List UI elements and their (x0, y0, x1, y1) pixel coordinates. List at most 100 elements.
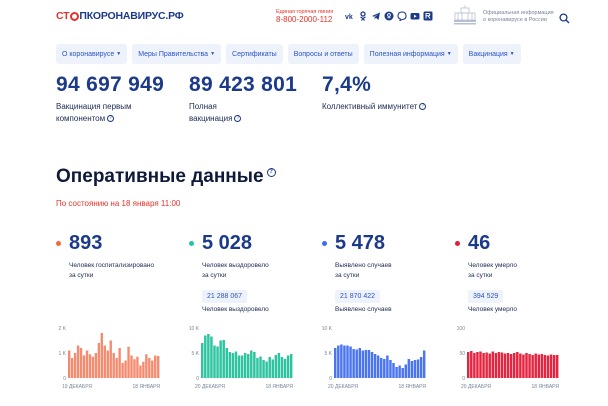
chart-bar[interactable] (364, 350, 368, 378)
chart-bar[interactable] (118, 348, 121, 378)
chart-bar[interactable] (340, 344, 343, 379)
chart-bar[interactable] (253, 352, 256, 378)
chart-bar[interactable] (380, 358, 383, 378)
chart-bar[interactable] (145, 354, 148, 378)
chart-bar[interactable] (473, 353, 476, 378)
chart-bar[interactable] (407, 359, 411, 378)
chart-bar[interactable] (121, 363, 124, 378)
chart-bar[interactable] (106, 350, 109, 379)
chart-bar[interactable] (91, 356, 95, 378)
chart-bar[interactable] (509, 354, 513, 378)
chart-bar[interactable] (503, 353, 507, 379)
chart-bar[interactable] (343, 345, 346, 379)
chart-bar[interactable] (500, 352, 504, 379)
chart-bar[interactable] (389, 360, 392, 378)
chart-bar[interactable] (216, 346, 219, 379)
chart-bar[interactable] (422, 350, 426, 379)
help-icon[interactable]: ? (419, 103, 427, 111)
chart-bar[interactable] (271, 359, 274, 379)
chart-bar[interactable] (280, 357, 284, 378)
chart-bar[interactable] (334, 348, 337, 378)
nav-item-3[interactable]: Вопросы и ответы (287, 44, 359, 64)
chart-bar[interactable] (207, 334, 210, 378)
chart-bar[interactable] (549, 354, 553, 379)
chart-bar[interactable] (256, 358, 259, 378)
chart-bar[interactable] (127, 346, 130, 378)
chart-bar[interactable] (76, 345, 80, 379)
chart-bar[interactable] (401, 368, 404, 378)
chart-bar[interactable] (82, 355, 86, 379)
chart-bar[interactable] (225, 348, 228, 378)
chart-bar[interactable] (124, 360, 127, 379)
chart-bar[interactable] (142, 361, 145, 378)
ok2-icon[interactable] (384, 11, 394, 21)
chart-bar[interactable] (555, 355, 559, 378)
chart-bar[interactable] (355, 349, 358, 379)
chart-bar[interactable] (268, 357, 271, 378)
site-logo[interactable]: СТ ПКОРОНАВИРУС.РФ (56, 10, 184, 22)
chart-bar[interactable] (130, 355, 133, 379)
nav-item-2[interactable]: Сертификаты (226, 44, 283, 64)
chart-bar[interactable] (361, 350, 365, 379)
chart-bar[interactable] (68, 350, 71, 379)
chart-bar[interactable] (154, 355, 157, 379)
chart-bar[interactable] (247, 354, 250, 378)
chart-bar[interactable] (219, 340, 222, 379)
chart-bar[interactable] (265, 361, 268, 379)
help-icon[interactable]: ? (266, 168, 276, 177)
chart-bar[interactable] (133, 359, 136, 378)
chart-bar[interactable] (231, 353, 235, 378)
chart-bar[interactable] (410, 361, 414, 378)
chart-bar[interactable] (228, 352, 232, 378)
chart-bar[interactable] (531, 355, 534, 378)
chart-bar[interactable] (525, 353, 528, 378)
chart-bar[interactable] (546, 355, 550, 379)
chart-bar[interactable] (552, 355, 556, 378)
chart-bar[interactable] (250, 350, 253, 379)
chart-bar[interactable] (479, 351, 482, 379)
chart-bar[interactable] (103, 345, 106, 379)
chart-bar[interactable] (404, 364, 407, 379)
chart-bar[interactable] (383, 359, 386, 378)
chart-bar[interactable] (482, 353, 485, 378)
nav-item-0[interactable]: О коронавирусе ▼ (56, 44, 128, 64)
chart-bar[interactable] (491, 351, 494, 379)
chart-bar[interactable] (112, 353, 115, 378)
chart-bar[interactable] (497, 352, 501, 378)
chart-bar[interactable] (522, 354, 525, 379)
chart-bar[interactable] (516, 352, 519, 378)
chart-bar[interactable] (210, 336, 213, 379)
chart-bar[interactable] (540, 354, 544, 378)
chart-bar[interactable] (395, 367, 398, 378)
chart-bar[interactable] (358, 348, 361, 378)
help-icon[interactable]: ? (107, 115, 115, 123)
chart-bar[interactable] (240, 355, 244, 379)
chart-bar[interactable] (413, 360, 417, 378)
help-icon[interactable]: ? (234, 115, 242, 123)
chart-bar[interactable] (70, 358, 74, 378)
viber-icon[interactable] (397, 11, 407, 21)
chart-bar[interactable] (100, 333, 104, 378)
chart-bar[interactable] (534, 353, 537, 379)
ok-icon[interactable] (358, 11, 368, 21)
chart-bar[interactable] (419, 357, 423, 378)
chart-bar[interactable] (274, 355, 278, 378)
chart-bar[interactable] (349, 346, 352, 379)
chart-bar[interactable] (416, 359, 420, 379)
search-icon[interactable] (559, 11, 570, 24)
chart-bar[interactable] (289, 354, 293, 378)
chart-bar[interactable] (485, 352, 488, 379)
nav-item-1[interactable]: Меры Правительства ▼ (132, 44, 222, 64)
youtube-icon[interactable] (410, 11, 420, 21)
chart-bar[interactable] (367, 350, 371, 378)
chart-bar[interactable] (352, 349, 355, 378)
chart-bar[interactable] (234, 351, 238, 379)
chart-bar[interactable] (259, 356, 262, 379)
chart-bar[interactable] (136, 356, 139, 378)
chart-bar[interactable] (386, 355, 389, 379)
rutube-icon[interactable] (423, 11, 433, 21)
chart-bar[interactable] (243, 353, 247, 378)
chart-bar[interactable] (151, 360, 154, 379)
chart-bar[interactable] (262, 360, 265, 378)
chart-bar[interactable] (513, 353, 516, 378)
